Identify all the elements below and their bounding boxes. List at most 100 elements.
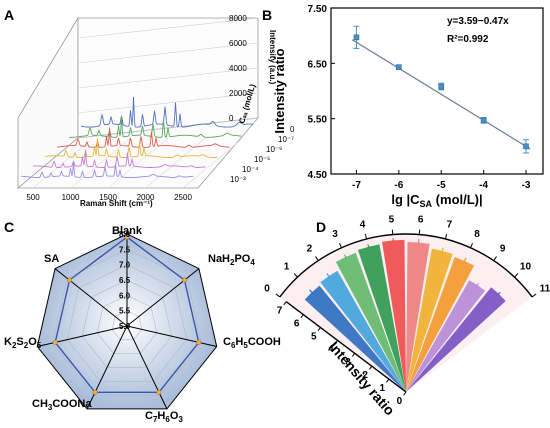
c-grid-ring bbox=[96, 294, 158, 354]
d-outer-tick-label: 10 bbox=[520, 262, 532, 273]
d-bar bbox=[406, 242, 430, 392]
a-y-ticks: 0 2000 4000 6000 8000 bbox=[229, 14, 247, 123]
a-spectrum bbox=[68, 115, 242, 138]
d-bar bbox=[406, 248, 453, 392]
a-spectrum bbox=[56, 127, 230, 148]
d-outer-tick bbox=[470, 242, 473, 248]
b-x-label: lg |CSA (mol/L)| bbox=[391, 192, 482, 209]
c-scale-tick: 7.0 bbox=[119, 261, 131, 270]
b-x-tick: -4 bbox=[479, 180, 488, 191]
b-point bbox=[353, 34, 360, 41]
c-point bbox=[92, 389, 98, 395]
c-axis-sa: SA bbox=[44, 253, 59, 265]
a-z-tick: 0 bbox=[290, 125, 295, 134]
d-outer-tick bbox=[275, 293, 281, 298]
c-scale-tick: 5.5 bbox=[119, 307, 131, 316]
c-series-line bbox=[54, 236, 200, 393]
d-background bbox=[279, 234, 533, 392]
b-x-label-sub: SA bbox=[420, 199, 433, 209]
a-z-tick: 10⁻⁵ bbox=[254, 155, 270, 164]
d-radial-tick-label: 6 bbox=[294, 318, 300, 329]
d-bar bbox=[406, 280, 486, 392]
c-point bbox=[156, 389, 162, 395]
b-x-label-tail: (mol/L)| bbox=[432, 192, 483, 207]
b-plot-frame bbox=[330, 7, 544, 175]
a-x-label: Raman Shift (cm⁻¹) bbox=[80, 199, 153, 208]
b-point bbox=[396, 64, 402, 71]
a-y-tick: 0 bbox=[229, 114, 234, 123]
a-gridline-y bbox=[77, 67, 259, 89]
b-y-tick: 5.50 bbox=[308, 115, 328, 126]
d-outer-tick-label: 2 bbox=[307, 243, 313, 254]
d-radial-tick-label: 4 bbox=[328, 344, 334, 355]
c-scale-tick: 6.5 bbox=[119, 276, 131, 285]
b-point bbox=[438, 83, 445, 90]
b-x-tick: -7 bbox=[352, 180, 361, 191]
d-outer-tick-label: 5 bbox=[389, 215, 395, 226]
b-y-label: Intensity ratio bbox=[272, 48, 287, 133]
a-z-tick: 10⁻⁶ bbox=[266, 145, 282, 154]
b-ticks: -7 -6 -5 -4 -3 4.50 5.50 6.50 7.50 bbox=[308, 4, 531, 191]
d-error-bar bbox=[496, 291, 501, 296]
d-outer-tick-label: 11 bbox=[540, 283, 550, 294]
d-error-bar bbox=[367, 244, 370, 250]
d-bar bbox=[357, 244, 406, 392]
a-gridline-x bbox=[182, 137, 244, 189]
b-x-tick: -3 bbox=[522, 180, 531, 191]
a-y-label: Intensity (a.u.) bbox=[268, 30, 277, 85]
d-outer-tick bbox=[531, 293, 537, 298]
d-error-bar bbox=[462, 257, 467, 265]
a-z-ticks: 010⁻⁷10⁻⁶10⁻⁵10⁻⁴10⁻³ bbox=[230, 125, 295, 184]
c-spoke bbox=[54, 268, 128, 327]
d-outer-tick-label: 7 bbox=[447, 220, 453, 231]
d-outer-tick-label: 4 bbox=[360, 220, 366, 231]
c-scale-tick: 6.0 bbox=[119, 291, 131, 300]
d-outer-tick-label: 8 bbox=[474, 229, 480, 240]
c-spoke bbox=[126, 268, 200, 327]
panel-c: 5.0 5.5 6.0 6.5 7.0 7.5 8.0 Blank NaH2PO4 C6H5… bbox=[4, 225, 281, 424]
d-radial-tick bbox=[283, 301, 287, 306]
a-x-ticks: 500 1000 1500 2000 2500 bbox=[26, 193, 192, 202]
d-outer-tick bbox=[444, 234, 448, 240]
a-spectrum bbox=[80, 96, 254, 128]
d-outer-tick bbox=[364, 234, 368, 240]
panel-b-label: B bbox=[262, 7, 272, 23]
d-outer-tick-label: 6 bbox=[418, 215, 424, 226]
c-grid-ring bbox=[51, 248, 203, 396]
c-grid-ring bbox=[111, 310, 143, 341]
b-point bbox=[523, 143, 529, 150]
c-axis-c6h5cooh: C6H5COOH bbox=[223, 336, 281, 350]
b-x-label-main: lg |C bbox=[391, 192, 420, 207]
a-y-tick: 2000 bbox=[229, 89, 247, 98]
d-bar bbox=[406, 256, 475, 392]
d-error-bar bbox=[440, 247, 444, 255]
c-scale-tick: 8.0 bbox=[119, 230, 131, 239]
a-y-tick: 6000 bbox=[229, 39, 247, 48]
d-radial-tick bbox=[403, 391, 407, 396]
d-outer-tick bbox=[315, 256, 319, 261]
d-bar bbox=[382, 239, 406, 392]
c-spoke bbox=[37, 325, 128, 347]
c-spoke bbox=[86, 325, 128, 410]
d-radial-tick-label: 1 bbox=[379, 383, 385, 394]
a-y-tick: 8000 bbox=[229, 14, 247, 23]
d-bar bbox=[335, 252, 406, 392]
panel-b: -7 -6 -5 -4 -34.505.506.507.50 y=3.59−0.47x … bbox=[272, 4, 544, 209]
a-z-tick: 10⁻⁴ bbox=[242, 165, 259, 174]
d-error-bar bbox=[344, 254, 348, 260]
d-radial-tick bbox=[351, 353, 356, 357]
c-point bbox=[124, 234, 130, 240]
panel-d-label: D bbox=[316, 219, 326, 235]
d-error-bar bbox=[309, 289, 315, 296]
b-r2: R²=0.992 bbox=[447, 34, 489, 45]
d-outer-tick-label: 3 bbox=[332, 229, 338, 240]
b-y-tick: 6.50 bbox=[308, 59, 328, 70]
d-outer-tick bbox=[339, 242, 342, 248]
d-radial-tick bbox=[300, 314, 304, 319]
b-x-tick: -6 bbox=[394, 180, 403, 191]
a-x-tick: 2500 bbox=[174, 193, 192, 202]
d-radial-tick bbox=[386, 378, 390, 383]
d-outer-tick bbox=[514, 273, 519, 278]
c-spoke bbox=[126, 325, 217, 347]
c-axis-blank: Blank bbox=[112, 225, 143, 237]
